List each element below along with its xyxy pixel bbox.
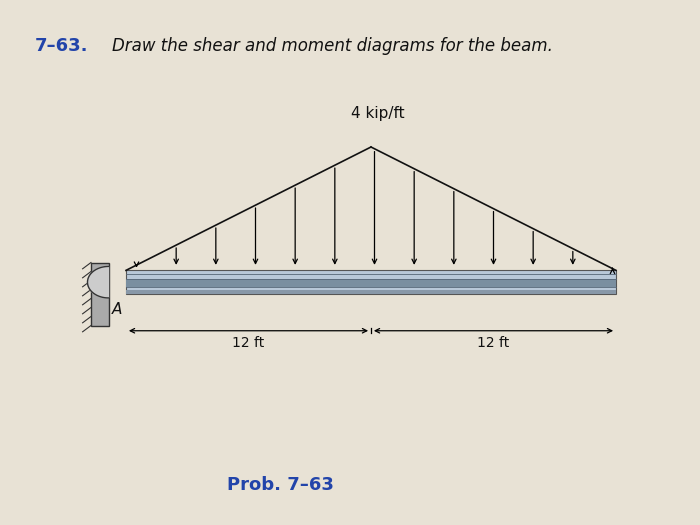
Text: A: A [112, 302, 122, 317]
FancyBboxPatch shape [126, 270, 616, 294]
Text: 4 kip/ft: 4 kip/ft [351, 106, 405, 121]
FancyBboxPatch shape [126, 279, 616, 287]
Text: 7–63.: 7–63. [35, 37, 88, 55]
Polygon shape [88, 267, 108, 298]
Text: 12 ft: 12 ft [477, 336, 510, 350]
Text: Prob. 7–63: Prob. 7–63 [227, 476, 333, 494]
Text: Draw the shear and moment diagrams for the beam.: Draw the shear and moment diagrams for t… [112, 37, 553, 55]
FancyBboxPatch shape [91, 262, 108, 326]
FancyBboxPatch shape [126, 290, 616, 294]
Text: 12 ft: 12 ft [232, 336, 265, 350]
